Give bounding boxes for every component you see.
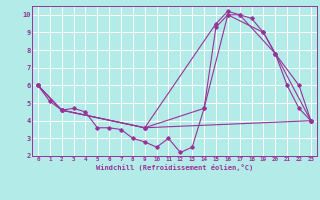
X-axis label: Windchill (Refroidissement éolien,°C): Windchill (Refroidissement éolien,°C)	[96, 164, 253, 171]
